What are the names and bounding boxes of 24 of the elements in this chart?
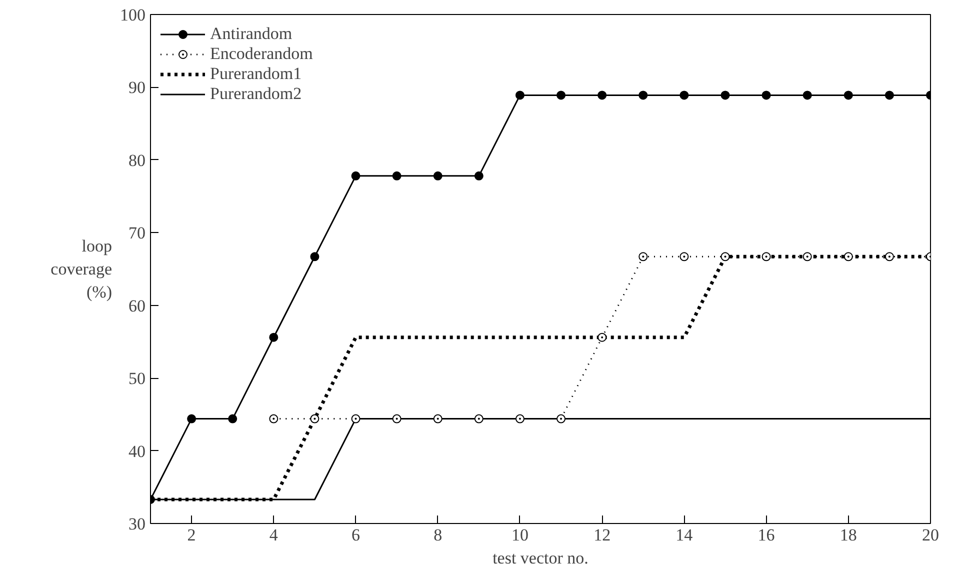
x-tick-label: 4 (269, 526, 278, 544)
legend-label: Purerandom1 (210, 64, 302, 84)
x-tick-label: 14 (676, 526, 694, 544)
y-tick-label: 30 (128, 514, 146, 534)
y-tick-label: 40 (128, 442, 146, 461)
y-tick-label: 60 (128, 296, 146, 316)
y-tick-label: 90 (128, 78, 146, 98)
x-tick-label: 6 (352, 526, 360, 544)
x-tick-label: 2 (187, 526, 196, 544)
x-tick-label: 16 (758, 526, 775, 544)
y-axis-title: loop coverage (%) (50, 236, 112, 302)
y-tick-label: 70 (128, 224, 146, 243)
y-tick-label: 100 (120, 6, 146, 24)
y-tick-label: 50 (128, 369, 146, 388)
x-tick-label: 12 (594, 526, 611, 544)
legend-label: Purerandom2 (210, 84, 302, 104)
x-tick-label: 8 (434, 526, 442, 544)
y-tick-label: 80 (128, 150, 146, 170)
x-tick-label: 10 (511, 526, 528, 544)
x-tick-label: 18 (840, 526, 857, 544)
legend-label: Antirandom (210, 24, 292, 44)
legend-label: Encoderandom (210, 44, 313, 64)
x-axis-title: test vector no. (492, 548, 588, 568)
x-tick-label: 20 (922, 526, 939, 544)
